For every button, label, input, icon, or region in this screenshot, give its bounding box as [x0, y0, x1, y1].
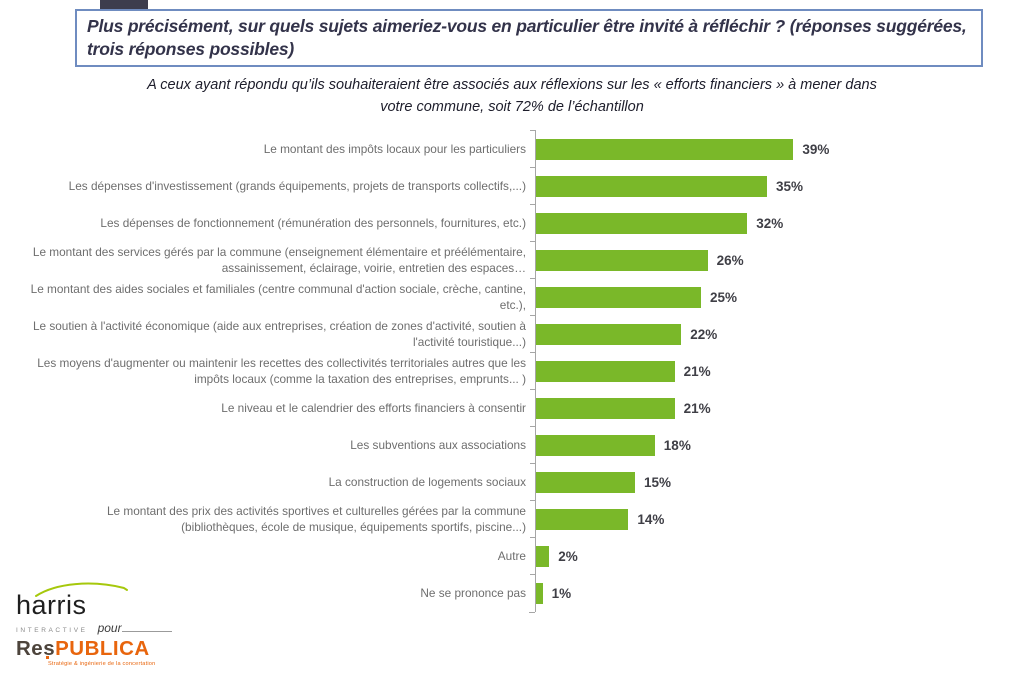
- chart-row: Le montant des impôts locaux pour les pa…: [30, 130, 910, 168]
- respublica-suffix: PUBLICA: [55, 637, 150, 660]
- bar: [536, 139, 794, 160]
- bar-label: Le montant des aides sociales et familia…: [30, 282, 526, 312]
- chart-row: Les dépenses d'investissement (grands éq…: [30, 167, 910, 205]
- bar-zone: 1%: [530, 574, 910, 612]
- bar-value: 22%: [690, 327, 718, 342]
- bar-zone: 25%: [530, 278, 910, 316]
- chart-row: Ne se prononce pas 1%: [30, 574, 910, 612]
- bar-value: 1%: [551, 586, 572, 601]
- bar: [536, 509, 629, 530]
- chart-row: Le montant des prix des activités sporti…: [30, 500, 910, 538]
- axis-bottom-tick: [529, 612, 535, 613]
- pour-underscore: [121, 631, 172, 632]
- bar-value: 18%: [663, 438, 691, 453]
- bar-label: Ne se prononce pas: [420, 585, 526, 600]
- chart-row: Les dépenses de fonctionnement (rémunéra…: [30, 204, 910, 242]
- harris-respublica-logo: harris INTERACTIVE pour ResPUBLICA Strat…: [16, 578, 196, 667]
- bar: [536, 583, 543, 604]
- bar-zone: 15%: [530, 463, 910, 501]
- bar: [536, 361, 675, 382]
- question-title: Plus précisément, sur quels sujets aimer…: [87, 16, 967, 59]
- chart-row: La construction de logements sociaux 15%: [30, 463, 910, 501]
- respublica-dot-icon: [46, 656, 49, 659]
- question-title-box: Plus précisément, sur quels sujets aimer…: [75, 9, 983, 67]
- bar-label: Le niveau et le calendrier des efforts f…: [221, 400, 526, 415]
- bar-value: 35%: [776, 179, 804, 194]
- chart-row: Le soutien à l'activité économique (aide…: [30, 315, 910, 353]
- bar-label: Les moyens d'augmenter ou maintenir les …: [37, 356, 526, 386]
- bar: [536, 176, 767, 197]
- bar: [536, 250, 708, 271]
- respublica-prefix: Res: [16, 637, 56, 660]
- bar-label: Le montant des impôts locaux pour les pa…: [263, 141, 526, 156]
- bar-value: 2%: [558, 549, 578, 564]
- harris-wordmark: harris: [16, 590, 87, 620]
- bar-chart: Le montant des impôts locaux pour les pa…: [30, 130, 910, 613]
- chart-row: Le niveau et le calendrier des efforts f…: [30, 389, 910, 427]
- bar-zone: 39%: [530, 130, 910, 168]
- bar-zone: 18%: [530, 426, 910, 464]
- bar-value: 26%: [716, 253, 744, 268]
- bar-value: 39%: [802, 142, 830, 157]
- chart-row: Les subventions aux associations 18%: [30, 426, 910, 464]
- chart-row: Les moyens d'augmenter ou maintenir les …: [30, 352, 910, 390]
- bar-zone: 2%: [530, 537, 910, 575]
- bar-label: Autre: [497, 548, 526, 563]
- bar: [536, 213, 748, 234]
- bar-zone: 26%: [530, 241, 910, 279]
- chart-row: Le montant des aides sociales et familia…: [30, 278, 910, 316]
- bar-zone: 21%: [530, 352, 910, 390]
- bar-zone: 32%: [530, 204, 910, 242]
- bar-zone: 21%: [530, 389, 910, 427]
- bar: [536, 398, 675, 419]
- bar-value: 21%: [683, 364, 711, 379]
- bar-value: 25%: [710, 290, 738, 305]
- pour-label: pour: [97, 621, 122, 635]
- bar-zone: 14%: [530, 500, 910, 538]
- bar: [536, 324, 682, 345]
- bar-label: Les subventions aux associations: [350, 437, 526, 452]
- bar: [536, 435, 655, 456]
- slide-corner-tab: [100, 0, 148, 9]
- bar: [536, 287, 701, 308]
- bar-label: Le soutien à l'activité économique (aide…: [32, 319, 526, 349]
- bar-value: 15%: [644, 475, 672, 490]
- harris-swoosh-icon: [35, 582, 128, 597]
- respublica-wordmark: ResPUBLICA: [16, 637, 196, 660]
- bar-value: 14%: [637, 512, 665, 527]
- bar-zone: 22%: [530, 315, 910, 353]
- bar-label: Le montant des prix des activités sporti…: [107, 504, 526, 534]
- harris-interactive-label: INTERACTIVE: [16, 627, 88, 634]
- bar-label: Le montant des services gérés par la com…: [32, 245, 526, 275]
- bar: [536, 546, 550, 567]
- bar-label: Les dépenses d'investissement (grands éq…: [68, 178, 526, 193]
- chart-row: Le montant des services gérés par la com…: [30, 241, 910, 279]
- chart-row: Autre 2%: [30, 537, 910, 575]
- bar-value: 32%: [756, 216, 784, 231]
- bar-value: 21%: [683, 401, 711, 416]
- bar-label: La construction de logements sociaux: [328, 474, 526, 489]
- chart-rows: Le montant des impôts locaux pour les pa…: [30, 130, 910, 612]
- bar-label: Les dépenses de fonctionnement (rémunéra…: [100, 215, 526, 230]
- chart-subtitle: A ceux ayant répondu qu’ils souhaiteraie…: [147, 77, 877, 116]
- respublica-tagline: Stratégie & ingénierie de la concertatio…: [48, 660, 156, 667]
- bar: [536, 472, 635, 493]
- bar-zone: 35%: [530, 167, 910, 205]
